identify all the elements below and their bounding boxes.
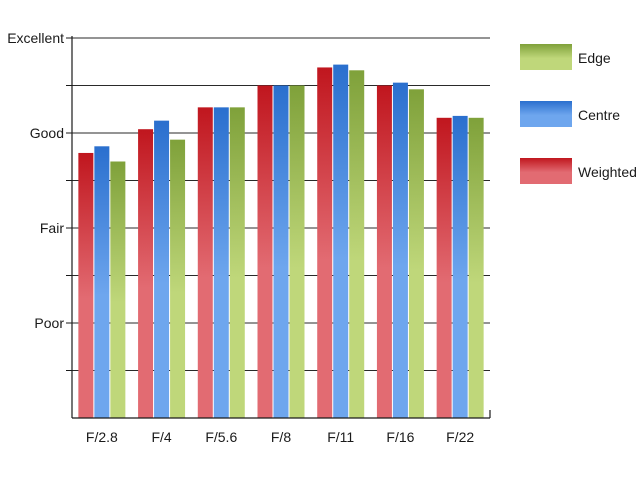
x-tick-label: F/22	[446, 429, 474, 445]
bar-edge	[468, 117, 484, 419]
legend-label-centre: Centre	[578, 107, 620, 123]
bar-edge	[170, 139, 186, 418]
bar-centre	[452, 115, 468, 419]
bar-weighted	[78, 152, 94, 418]
bar-edge	[229, 107, 245, 418]
bar-weighted	[376, 85, 392, 418]
legend-swatch-weighted	[520, 158, 572, 184]
x-tick-label: F/11	[327, 429, 354, 445]
x-tick-label: F/4	[151, 429, 171, 445]
x-tick-label: F/2.8	[86, 429, 118, 445]
bar-edge	[110, 161, 126, 418]
x-tick-labels: F/2.8 F/4 F/5.6 F/8 F/11 F/16 F/22	[86, 429, 474, 445]
legend-swatch-centre	[520, 101, 572, 127]
bar-edge	[289, 85, 305, 418]
y-tick-labels: Poor Fair Good Excellent	[7, 30, 64, 331]
bar-edge	[349, 70, 365, 419]
bar-edge	[408, 89, 424, 419]
bar-centre	[273, 85, 289, 418]
bar-weighted	[138, 129, 154, 418]
y-tick-label: Fair	[40, 220, 64, 236]
x-tick-label: F/16	[386, 429, 414, 445]
legend: Edge Centre Weighted	[520, 44, 637, 184]
bar-weighted	[197, 107, 213, 418]
bar-centre	[154, 120, 170, 419]
y-tick-label: Poor	[34, 315, 64, 331]
legend-label-weighted: Weighted	[578, 164, 637, 180]
axes	[66, 36, 491, 419]
bar-centre	[94, 146, 110, 419]
legend-label-edge: Edge	[578, 50, 611, 66]
y-tick-label: Excellent	[7, 30, 64, 46]
y-tick-label: Good	[30, 125, 64, 141]
x-tick-label: F/5.6	[205, 429, 237, 445]
bar-centre	[333, 64, 349, 418]
x-tick-label: F/8	[271, 429, 291, 445]
bar-weighted	[317, 67, 333, 418]
bar-centre	[213, 107, 229, 418]
bar-weighted	[257, 85, 273, 418]
bar-weighted	[436, 117, 452, 419]
bars	[78, 64, 484, 419]
bar-centre	[392, 82, 408, 419]
legend-swatch-edge	[520, 44, 572, 70]
